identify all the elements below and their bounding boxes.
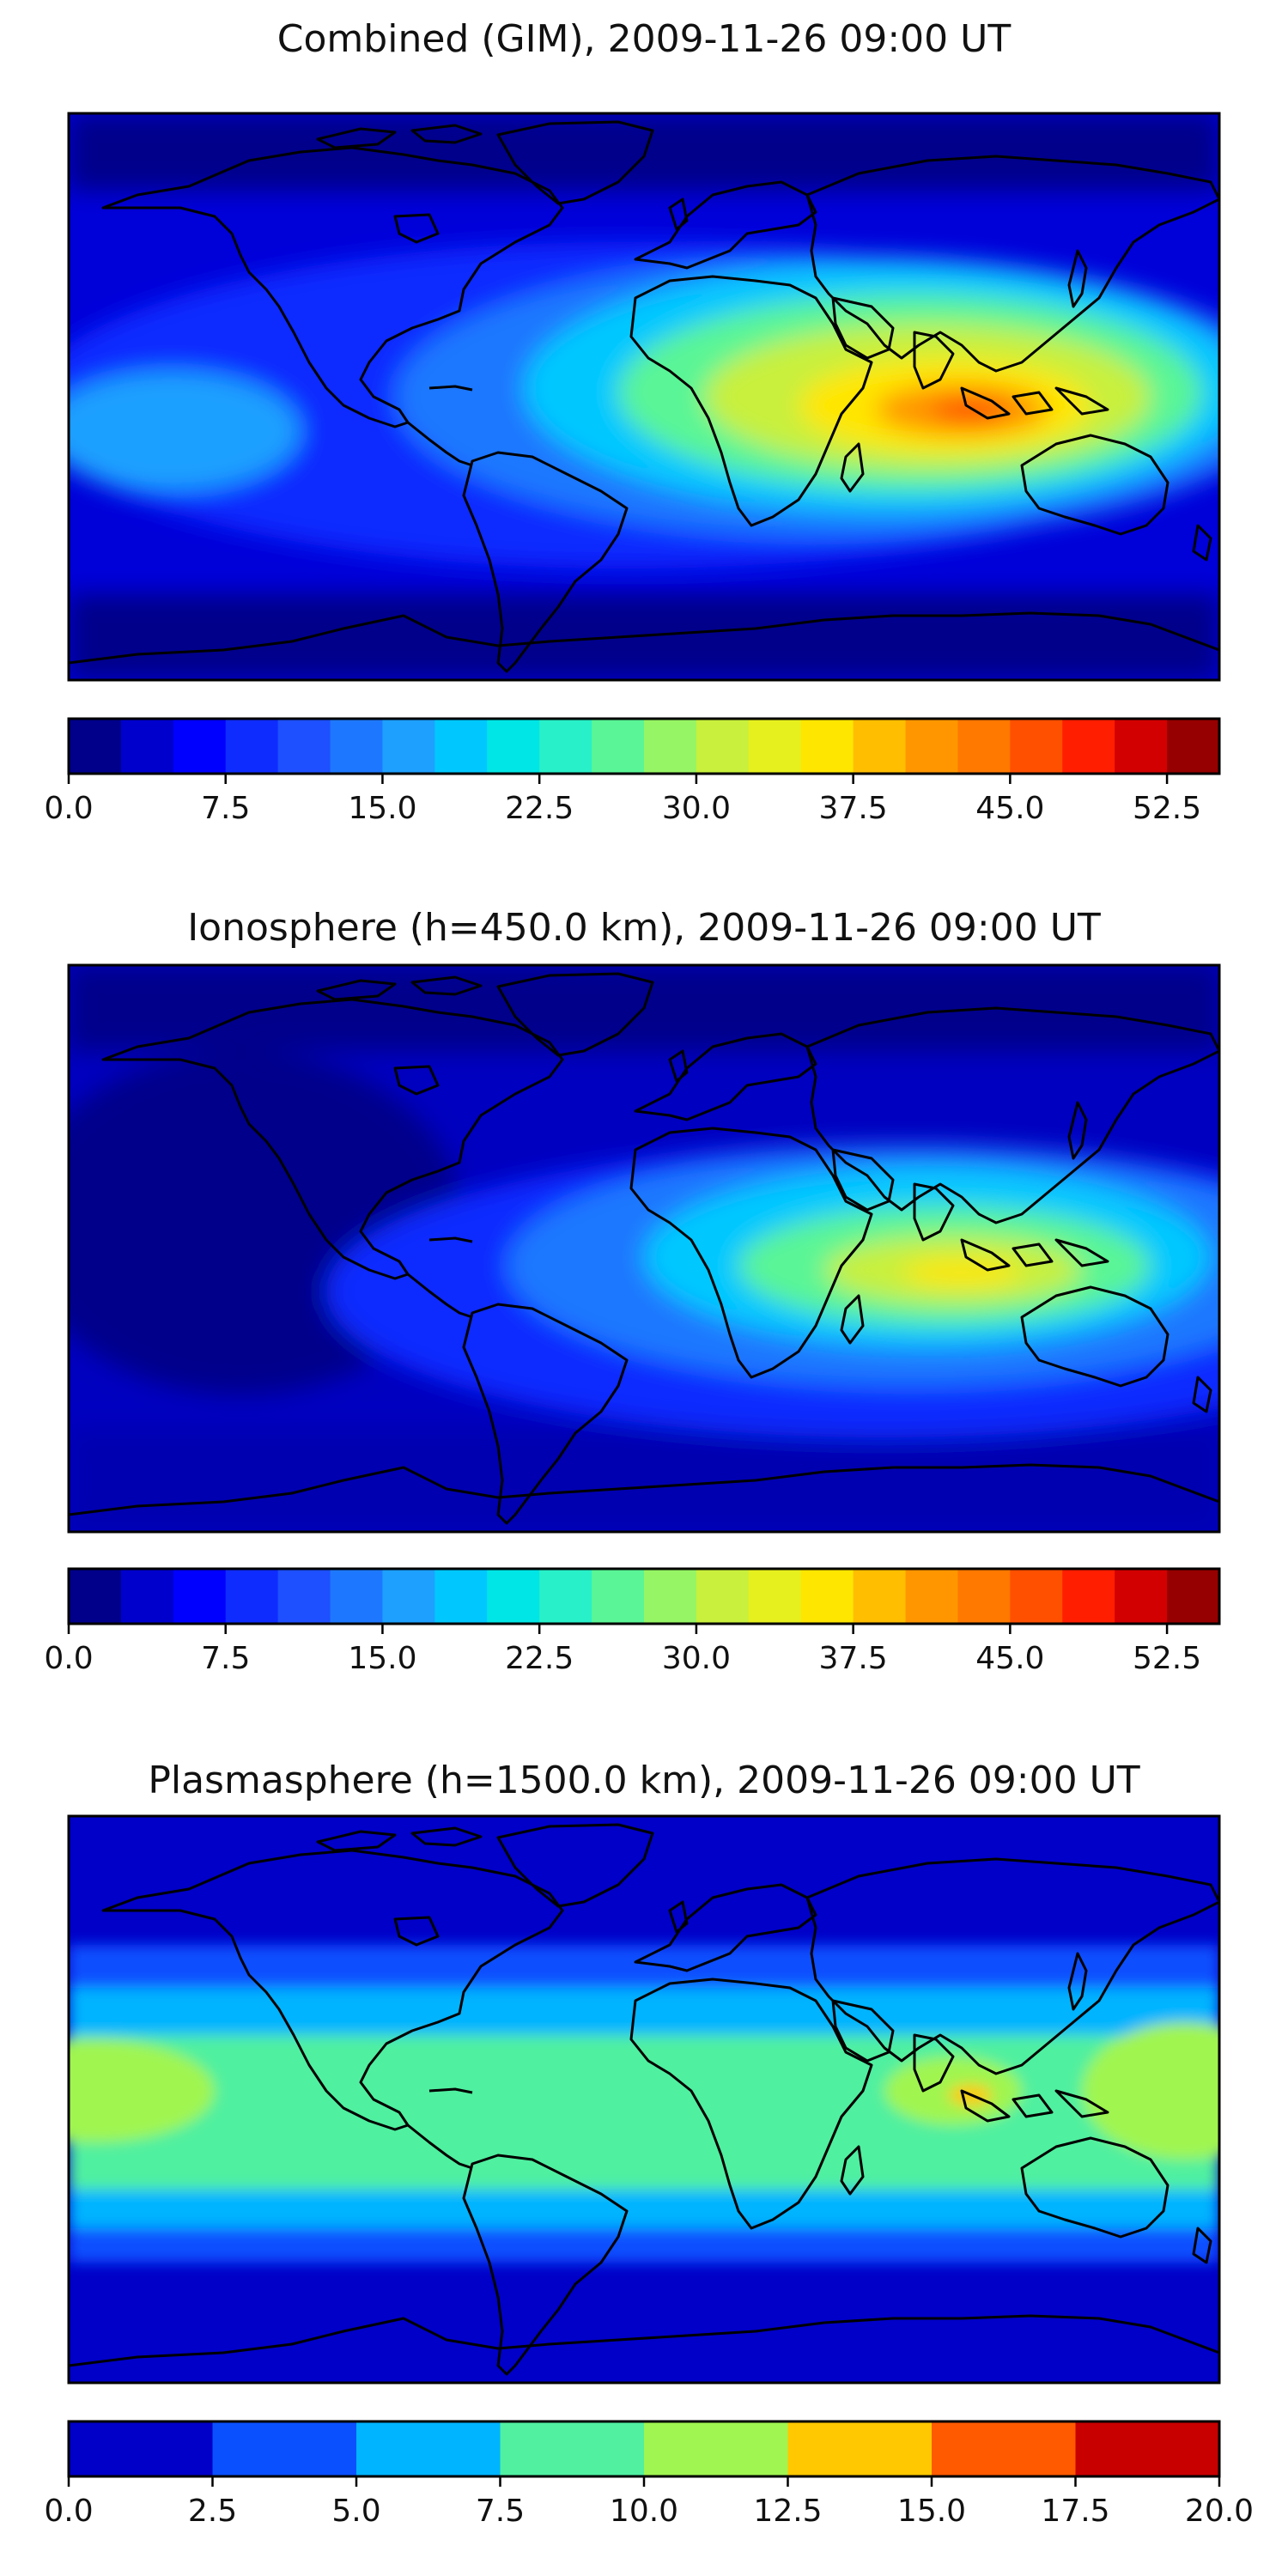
colorbar-ionosphere-level-7 [434, 1569, 488, 1624]
map-title-ionosphere: Ionosphere (h=450.0 km), 2009-11-26 09:0… [187, 906, 1101, 950]
colorbar-ionosphere-level-0 [69, 1569, 122, 1624]
colorbar-ionosphere-level-4 [277, 1569, 331, 1624]
colorbar-combined-level-7 [434, 719, 488, 774]
colorbar-plasmasphere-tick-label: 15.0 [897, 2494, 966, 2529]
colorbar-combined-level-1 [120, 719, 174, 774]
map-title-combined: Combined (GIM), 2009-11-26 09:00 UT [277, 17, 1012, 61]
colorbar-combined-level-3 [225, 719, 279, 774]
colorbar-combined: 0.0 7.5 15.0 22.5 30.0 37.5 45.0 52.5 [44, 717, 1221, 826]
colorbar-plasmasphere-tick-label: 5.0 [331, 2494, 380, 2529]
colorbar-ionosphere-tick-label: 45.0 [975, 1641, 1044, 1676]
colorbar-plasmasphere-level-6 [932, 2421, 1076, 2476]
colorbar-ionosphere-level-2 [173, 1569, 227, 1624]
colorbar-plasmasphere-tick-label: 0.0 [44, 2494, 93, 2529]
colorbar-combined-level-21 [1167, 719, 1220, 774]
colorbar-ionosphere-level-14 [800, 1569, 854, 1624]
colorbar-combined-level-2 [173, 719, 227, 774]
colorbar-ionosphere-level-18 [1010, 1569, 1063, 1624]
colorbar-ionosphere: 0.0 7.5 15.0 22.5 30.0 37.5 45.0 52.5 [44, 1567, 1221, 1676]
colorbar-ionosphere-tick-label: 52.5 [1133, 1641, 1201, 1676]
colorbar-combined-level-17 [957, 719, 1011, 774]
colorbar-combined-level-6 [382, 719, 435, 774]
colorbar-combined-tick-label: 15.0 [348, 791, 416, 826]
colorbar-combined-level-11 [644, 719, 697, 774]
colorbar-combined-level-14 [800, 719, 854, 774]
colorbar-ionosphere-level-5 [330, 1569, 383, 1624]
colorbar-combined-tick-label: 45.0 [975, 791, 1044, 826]
colorbar-combined-level-19 [1062, 719, 1115, 774]
colorbar-plasmasphere-level-4 [644, 2421, 788, 2476]
map-title-plasmasphere: Plasmasphere (h=1500.0 km), 2009-11-26 0… [148, 1759, 1139, 1802]
colorbar-ionosphere-level-15 [853, 1569, 907, 1624]
colorbar-ionosphere-tick-label: 7.5 [201, 1641, 250, 1676]
colorbar-ionosphere-level-21 [1167, 1569, 1220, 1624]
colorbar-combined-level-5 [330, 719, 383, 774]
colorbar-combined-level-8 [487, 719, 540, 774]
colorbar-combined-level-18 [1010, 719, 1063, 774]
colorbar-combined-tick-label: 52.5 [1133, 791, 1201, 826]
colorbar-plasmasphere-tick-label: 17.5 [1041, 2494, 1109, 2529]
colorbar-ionosphere-tick-label: 37.5 [819, 1641, 888, 1676]
map-plasmasphere [67, 1814, 1221, 2385]
colorbar-combined-level-15 [853, 719, 907, 774]
colorbar-combined-tick-label: 37.5 [819, 791, 888, 826]
colorbar-ionosphere-level-6 [382, 1569, 435, 1624]
colorbar-combined-level-4 [277, 719, 331, 774]
colorbar-plasmasphere-tick-label: 12.5 [753, 2494, 822, 2529]
colorbar-plasmasphere-tick-label: 7.5 [476, 2494, 525, 2529]
colorbar-plasmasphere-level-7 [1075, 2421, 1220, 2476]
colorbar-plasmasphere-tick-label: 2.5 [188, 2494, 237, 2529]
colorbar-plasmasphere-tick-label: 10.0 [610, 2494, 678, 2529]
colorbar-ionosphere-tick-label: 22.5 [505, 1641, 574, 1676]
colorbar-ionosphere-level-20 [1115, 1569, 1168, 1624]
map-ionosphere [67, 963, 1221, 1534]
colorbar-ionosphere-level-11 [644, 1569, 697, 1624]
map-combined [67, 112, 1221, 682]
colorbar-combined-tick-label: 0.0 [44, 791, 93, 826]
colorbar-combined-tick-label: 30.0 [662, 791, 731, 826]
colorbar-plasmasphere: 0.0 2.5 5.0 7.5 10.0 12.5 15.0 17.5 20.0 [44, 2420, 1254, 2529]
colorbar-combined-level-0 [69, 719, 122, 774]
colorbar-ionosphere-level-1 [120, 1569, 174, 1624]
colorbar-ionosphere-level-19 [1062, 1569, 1115, 1624]
colorbar-plasmasphere-level-1 [212, 2421, 357, 2476]
colorbar-combined-frame [67, 717, 1221, 775]
colorbar-combined-level-9 [539, 719, 592, 774]
colorbar-ionosphere-level-9 [539, 1569, 592, 1624]
colorbar-combined-level-16 [905, 719, 958, 774]
colorbar-plasmasphere-level-2 [356, 2421, 501, 2476]
colorbar-ionosphere-tick-label: 0.0 [44, 1641, 93, 1676]
colorbar-combined-tick-label: 22.5 [505, 791, 574, 826]
colorbar-combined-tick-label: 7.5 [201, 791, 250, 826]
colorbar-ionosphere-tick-label: 15.0 [348, 1641, 416, 1676]
colorbar-combined-level-10 [592, 719, 645, 774]
colorbar-plasmasphere-level-5 [787, 2421, 933, 2476]
colorbar-combined-level-20 [1115, 719, 1168, 774]
colorbar-plasmasphere-level-3 [500, 2421, 645, 2476]
colorbar-combined-level-13 [748, 719, 802, 774]
colorbar-ionosphere-frame [67, 1567, 1221, 1625]
colorbar-ionosphere-level-10 [592, 1569, 645, 1624]
colorbar-ionosphere-level-12 [696, 1569, 750, 1624]
colorbar-ionosphere-level-16 [905, 1569, 958, 1624]
colorbar-ionosphere-level-17 [957, 1569, 1011, 1624]
colorbar-ionosphere-level-3 [225, 1569, 279, 1624]
colorbar-ionosphere-tick-label: 30.0 [662, 1641, 731, 1676]
colorbar-ionosphere-level-8 [487, 1569, 540, 1624]
colorbar-ionosphere-level-13 [748, 1569, 802, 1624]
colorbar-plasmasphere-tick-label: 20.0 [1185, 2494, 1254, 2529]
colorbar-plasmasphere-level-0 [69, 2421, 213, 2476]
colorbar-combined-level-12 [696, 719, 750, 774]
